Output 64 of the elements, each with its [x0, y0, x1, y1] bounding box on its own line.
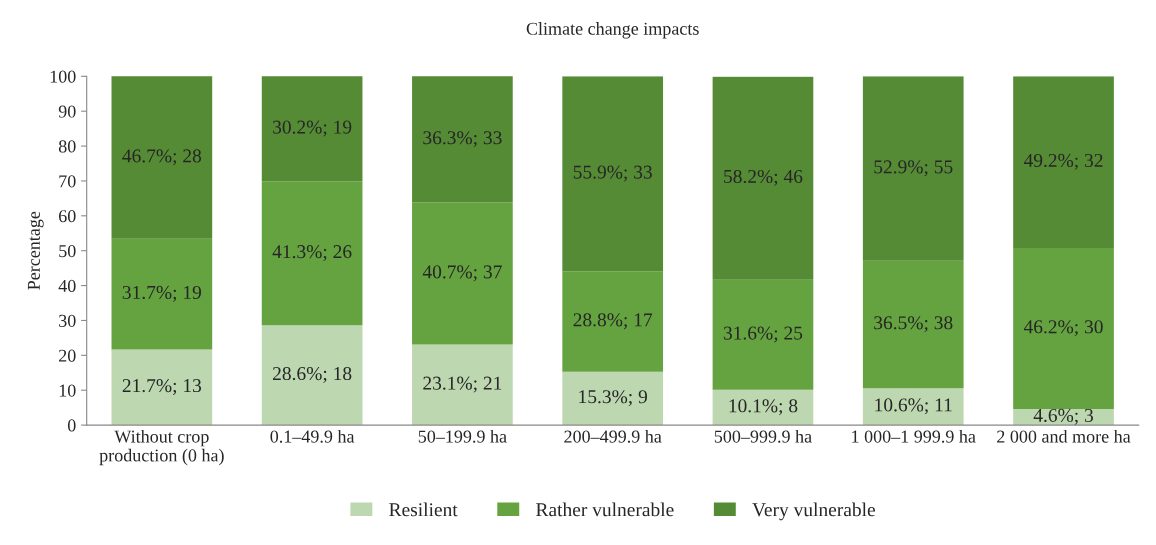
y-tick-label: 90	[58, 105, 76, 118]
data-label: 10.6%; 11	[875, 398, 952, 415]
x-tick-label: 1 000–1 999.9 ha	[852, 429, 976, 443]
data-label: 55.9%; 33	[573, 165, 652, 182]
legend-label: Resilient	[389, 502, 458, 517]
y-axis-title: Percentage	[27, 211, 44, 290]
data-label: 23.1%; 21	[423, 376, 502, 393]
data-label: 30.2%; 19	[273, 120, 352, 137]
x-tick-label: 0.1–49.9 ha	[270, 429, 355, 443]
x-tick-label: Without crop production (0 ha)	[99, 429, 224, 466]
bar	[862, 260, 964, 389]
x-tick-label: 50–199.9 ha	[418, 429, 507, 443]
bar	[111, 238, 213, 350]
bar	[261, 181, 363, 326]
bar	[712, 389, 814, 426]
bar	[862, 388, 964, 426]
bar	[261, 325, 363, 426]
data-label: 36.3%; 33	[423, 131, 502, 148]
y-tick-label: 10	[59, 384, 76, 397]
x-tick-label: 2 000 and more ha	[997, 429, 1131, 443]
data-label: 46.7%; 28	[122, 149, 202, 166]
bar	[562, 76, 664, 272]
y-tick-label: 70	[59, 175, 76, 188]
data-label: 28.6%; 18	[273, 366, 352, 383]
x-tick-label: 200–499.9 ha	[564, 429, 662, 443]
x-tick-label: 500–999.9 ha	[714, 429, 812, 443]
data-label: 4.6%; 3	[1033, 408, 1094, 425]
data-label: 15.3%; 9	[579, 390, 647, 407]
data-label: 58.2%; 46	[724, 169, 803, 186]
data-label: 46.2%; 30	[1023, 320, 1103, 337]
y-tick-label: 0	[67, 419, 76, 432]
bar	[712, 76, 814, 280]
data-label: 31.6%; 25	[723, 326, 803, 343]
bar	[412, 202, 513, 345]
data-label: 49.2%; 32	[1023, 153, 1103, 170]
data-label: 21.7%; 13	[122, 379, 202, 395]
bar	[562, 271, 664, 372]
data-label: 41.3%; 26	[272, 245, 352, 261]
y-tick-label: 40	[58, 279, 76, 293]
data-label: 28.8%; 17	[573, 313, 653, 330]
bar	[862, 76, 964, 261]
y-tick-label: 60	[59, 210, 76, 223]
y-tick-label: 50	[59, 244, 76, 258]
bar	[412, 344, 513, 426]
y-tick-label: 80	[58, 140, 76, 153]
bar	[111, 76, 213, 239]
bar	[1013, 76, 1114, 248]
bar	[562, 371, 664, 426]
legend-label: Rather vulnerable	[536, 502, 674, 517]
y-tick-label: 100	[50, 70, 76, 83]
data-label: 40.7%; 37	[422, 265, 502, 282]
bar	[712, 279, 814, 390]
legend-label: Very vulnerable	[752, 502, 875, 521]
bar	[412, 76, 513, 203]
bar	[261, 76, 363, 182]
bar	[111, 349, 213, 426]
data-label: 10.1%; 8	[729, 399, 798, 416]
bar	[1013, 247, 1114, 410]
y-tick-label: 20	[59, 349, 76, 362]
data-label: 31.7%; 19	[122, 285, 202, 302]
data-label: 52.9%; 55	[874, 160, 953, 177]
data-label: 36.5%; 38	[874, 316, 953, 333]
y-tick-label: 30	[59, 314, 76, 327]
chart-title: Climate change impacts	[526, 22, 699, 39]
